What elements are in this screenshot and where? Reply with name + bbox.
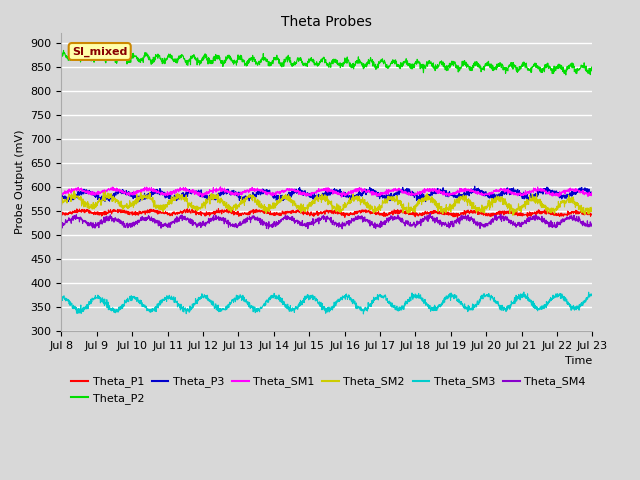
Legend: Theta_P1, Theta_P2, Theta_P3, Theta_SM1, Theta_SM2, Theta_SM3, Theta_SM4: Theta_P1, Theta_P2, Theta_P3, Theta_SM1,… [67, 372, 590, 408]
Theta_SM1 [316, 188, 324, 194]
Theta_P1 [214, 206, 222, 212]
Theta_P2 [60, 48, 67, 53]
Theta_SM3 [589, 293, 596, 299]
Theta_P3 [476, 189, 484, 195]
Theta_SM4 [426, 211, 434, 216]
Theta_SM2 [573, 200, 581, 206]
Theta_P2 [85, 50, 93, 56]
Theta_P3 [134, 199, 141, 205]
Theta_SM4 [58, 222, 65, 228]
Line: Theta_SM1: Theta_SM1 [61, 187, 593, 197]
Theta_SM1 [589, 192, 596, 197]
Theta_SM4 [476, 226, 484, 231]
Theta_P2 [476, 62, 484, 68]
Theta_P3 [316, 194, 324, 200]
Theta_SM2 [509, 213, 516, 218]
Theta_SM3 [84, 301, 92, 307]
Text: SI_mixed: SI_mixed [72, 47, 127, 57]
Theta_SM3 [360, 311, 367, 317]
Line: Theta_P3: Theta_P3 [61, 186, 593, 202]
Theta_SM1 [84, 190, 92, 195]
Theta_SM3 [58, 295, 65, 300]
Theta_SM3 [520, 289, 528, 295]
Theta_SM2 [476, 208, 484, 214]
Theta_SM2 [70, 188, 78, 194]
Theta_SM3 [476, 300, 484, 305]
Theta_SM4 [339, 226, 346, 232]
Theta_SM1 [217, 184, 225, 190]
Theta_SM1 [573, 188, 581, 193]
Theta_P2 [573, 65, 581, 71]
Theta_P2 [302, 60, 310, 66]
Theta_P1 [302, 209, 310, 215]
Theta_P1 [58, 209, 65, 215]
Theta_SM4 [573, 218, 581, 224]
Theta_SM2 [573, 200, 581, 205]
Theta_SM3 [316, 300, 323, 306]
Theta_SM1 [476, 192, 484, 197]
Theta_SM1 [302, 191, 310, 196]
Line: Theta_SM4: Theta_SM4 [61, 214, 593, 229]
Theta_SM4 [84, 220, 92, 226]
Title: Theta Probes: Theta Probes [282, 15, 372, 29]
Theta_P1 [454, 215, 461, 220]
Theta_P2 [589, 64, 596, 70]
Theta_SM4 [573, 216, 581, 222]
Theta_P3 [302, 192, 310, 197]
Line: Theta_SM3: Theta_SM3 [61, 292, 593, 314]
Theta_SM1 [337, 194, 345, 200]
Theta_SM3 [301, 294, 309, 300]
Theta_SM4 [316, 216, 323, 221]
Theta_SM4 [301, 224, 309, 229]
Theta_SM3 [573, 304, 581, 310]
Y-axis label: Probe Output (mV): Probe Output (mV) [15, 130, 25, 234]
Theta_P3 [471, 183, 479, 189]
Theta_SM3 [573, 305, 581, 311]
Theta_P2 [562, 72, 570, 78]
Theta_P1 [476, 211, 484, 216]
Theta_P2 [58, 55, 65, 60]
Theta_P3 [84, 189, 92, 195]
Theta_P2 [573, 68, 581, 73]
Theta_SM1 [58, 193, 65, 199]
Theta_SM2 [589, 206, 596, 212]
Theta_SM1 [573, 187, 581, 193]
Theta_P1 [316, 210, 324, 216]
Theta_SM2 [85, 201, 93, 207]
Theta_P3 [573, 189, 581, 194]
Theta_SM2 [302, 206, 310, 212]
Theta_P3 [573, 189, 581, 195]
Theta_P1 [573, 209, 581, 215]
X-axis label: Time: Time [565, 356, 593, 366]
Theta_P1 [573, 210, 581, 216]
Line: Theta_P1: Theta_P1 [61, 209, 593, 217]
Theta_P1 [84, 208, 92, 214]
Theta_P3 [58, 194, 65, 200]
Theta_SM2 [316, 192, 324, 198]
Theta_SM4 [589, 220, 596, 226]
Line: Theta_SM2: Theta_SM2 [61, 191, 593, 216]
Theta_P3 [589, 192, 596, 197]
Line: Theta_P2: Theta_P2 [61, 50, 593, 75]
Theta_SM2 [58, 201, 65, 207]
Theta_P1 [589, 212, 596, 217]
Theta_P2 [316, 60, 324, 66]
